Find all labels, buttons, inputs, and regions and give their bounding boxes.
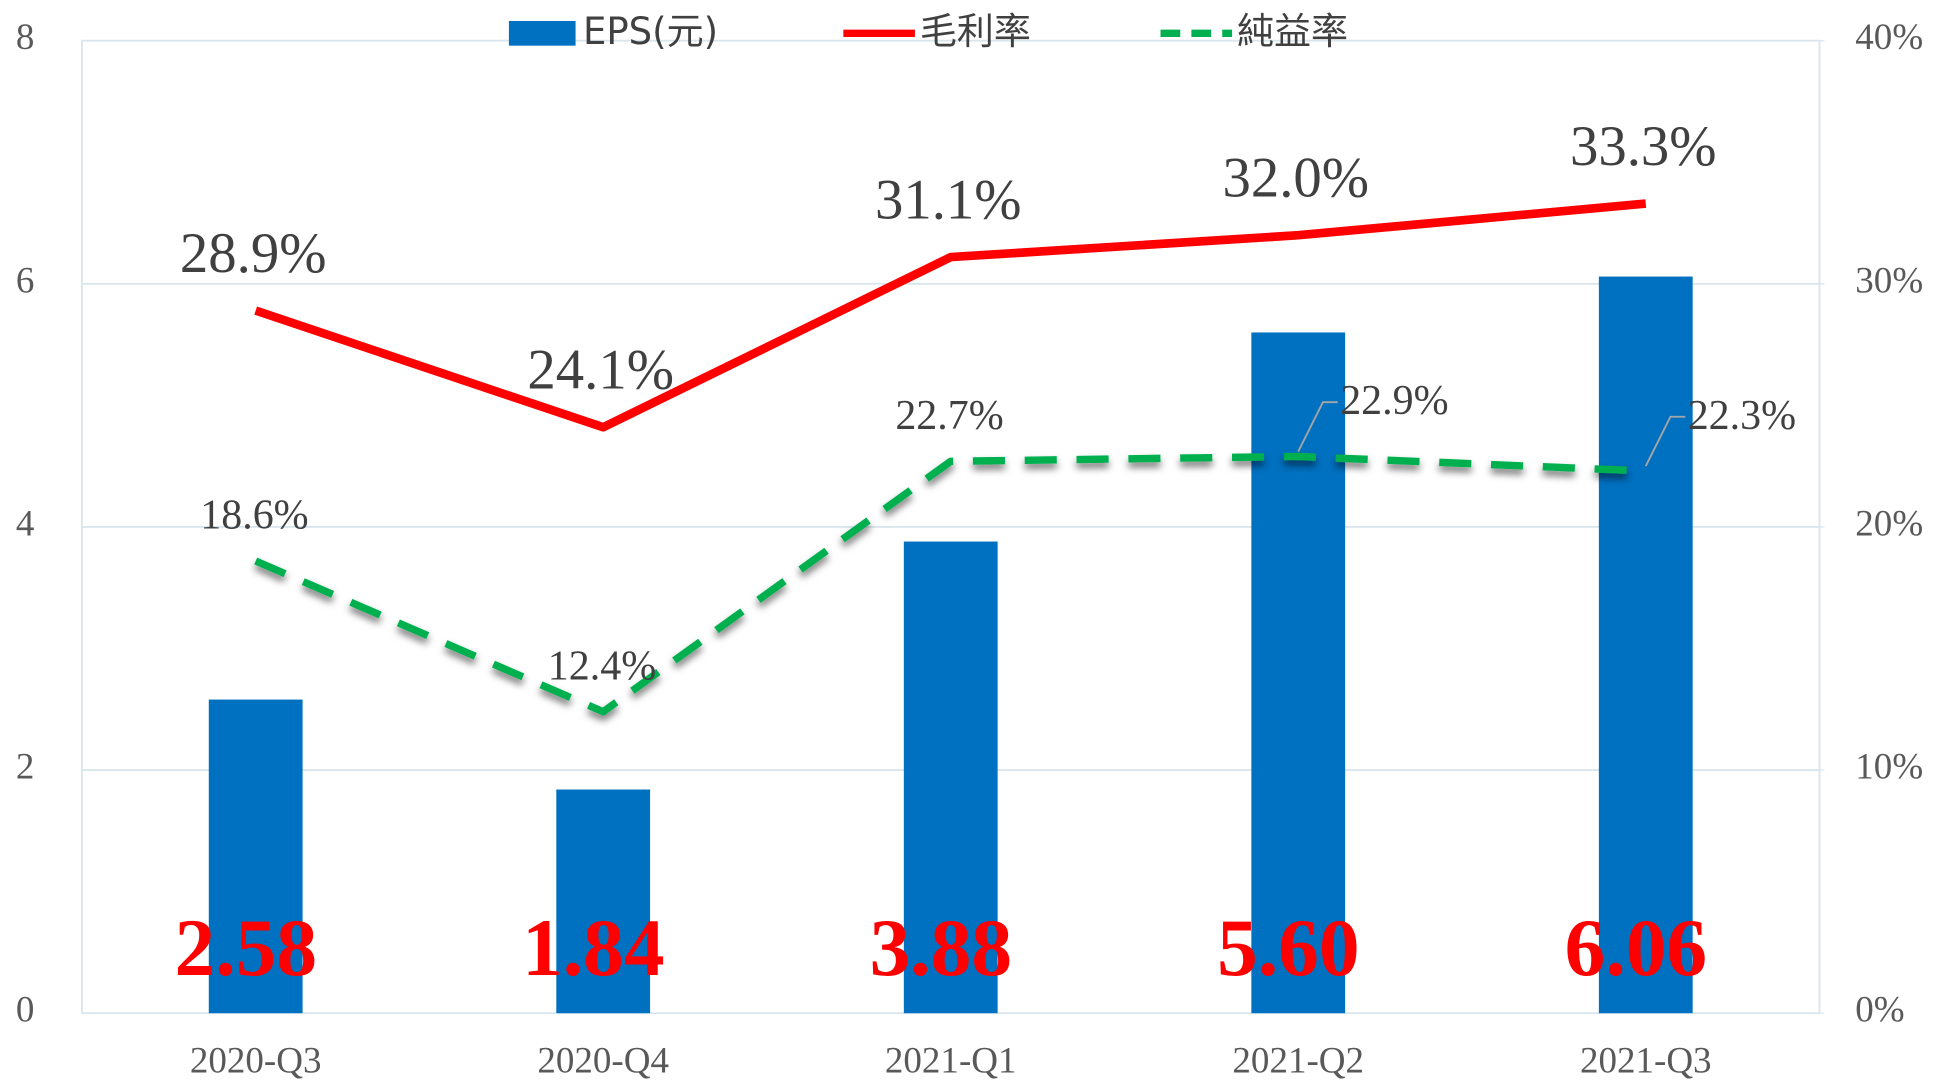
bar [208,699,303,1014]
leader-line [1297,401,1338,452]
line-value-label: 28.9% [180,222,327,285]
line-value-label: 33.3% [1570,115,1717,178]
legend-label: EPS(元) [583,10,718,53]
y2-tick-label: 20% [1855,503,1923,544]
legend-label: 毛利率 [920,10,1031,53]
line-value-label: 31.1% [875,168,1022,231]
line-value-label: 22.7% [895,393,1003,439]
bar-value-label: 2.58 [175,902,318,993]
y2-tick-label: 40% [1855,17,1923,58]
legend-label: 純益率 [1237,10,1348,53]
leader-line [1644,415,1686,467]
y-tick-label: 0 [16,990,35,1031]
net-margin-line [254,452,1646,716]
bar-value-label: 3.88 [870,902,1013,993]
line-value-label: 32.0% [1222,146,1369,209]
line-value-label: 22.3% [1688,393,1796,439]
y-tick-label: 2 [16,747,35,788]
line-value-label: 18.6% [200,493,308,539]
bar-value-label: 1.84 [522,902,665,993]
x-tick-label: 2020-Q3 [190,1040,322,1081]
y2-tick-label: 0% [1855,990,1904,1031]
x-tick-label: 2021-Q3 [1580,1040,1712,1081]
legend-swatch [508,20,576,46]
x-tick-label: 2020-Q4 [537,1040,669,1081]
y2-tick-label: 30% [1855,260,1923,301]
gross-margin-line [254,199,1647,432]
bar-value-label: 6.06 [1565,902,1708,993]
y2-tick-label: 10% [1855,747,1923,788]
x-tick-label: 2021-Q1 [885,1040,1017,1081]
y-tick-label: 6 [16,260,35,301]
bar [903,541,998,1014]
bar [1251,332,1346,1014]
bar-value-label: 5.60 [1217,902,1360,993]
line-value-label: 24.1% [527,338,674,401]
bar [1598,276,1693,1014]
line-value-label: 22.9% [1340,378,1448,424]
bar [556,789,651,1014]
x-tick-label: 2021-Q2 [1232,1040,1364,1081]
line-value-label: 12.4% [548,643,656,689]
y-tick-label: 4 [16,503,35,544]
y-tick-label: 8 [16,17,35,58]
